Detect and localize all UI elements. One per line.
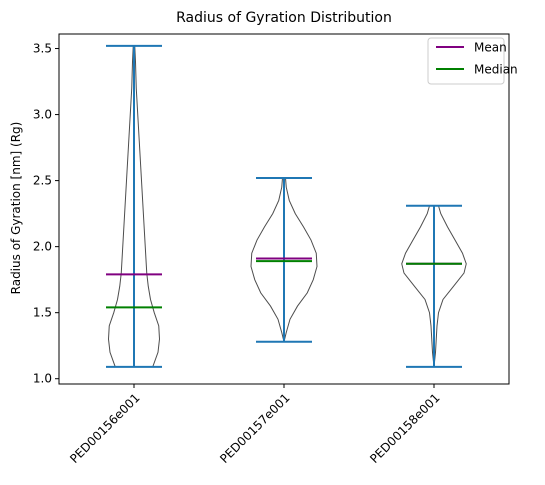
y-axis-label: Radius of Gyration [nm] (Rg) xyxy=(9,122,23,295)
x-tick-label: PED00156e001 xyxy=(67,391,142,466)
x-tick-label: PED00157e001 xyxy=(217,391,292,466)
x-tick-label: PED00158e001 xyxy=(367,391,442,466)
legend: Mean Median xyxy=(427,37,518,85)
y-ticks: 1.0 1.5 2.0 2.5 3.0 3.5 xyxy=(33,42,59,386)
chart-title: Radius of Gyration Distribution xyxy=(176,10,392,26)
legend-box xyxy=(427,37,505,85)
stats-layer xyxy=(106,44,462,368)
y-tick-label: 2.5 xyxy=(33,174,52,188)
legend-mean-label: Mean xyxy=(474,41,507,55)
y-tick-label: 1.0 xyxy=(33,372,52,386)
y-tick-label: 1.5 xyxy=(33,306,52,320)
plot-area-frame xyxy=(58,33,510,385)
y-tick-label: 3.0 xyxy=(33,108,52,122)
x-ticks: PED00156e001 PED00157e001 PED00158e001 xyxy=(67,384,443,466)
y-tick-label: 2.0 xyxy=(33,240,52,254)
y-tick-label: 3.5 xyxy=(33,42,52,56)
legend-median-label: Median xyxy=(474,63,518,77)
